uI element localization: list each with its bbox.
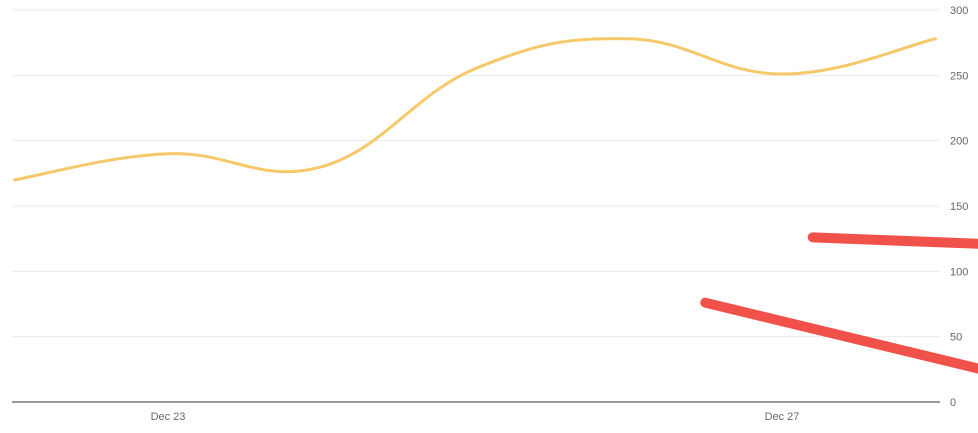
y-tick-label: 150 xyxy=(950,201,968,213)
gridlines xyxy=(12,10,940,337)
series-line-0 xyxy=(15,39,936,180)
x-tick-label: Dec 27 xyxy=(765,411,800,423)
series-line-1 xyxy=(705,303,978,370)
x-axis-ticks: Dec 23 Dec 27 xyxy=(151,411,800,423)
y-tick-label: 100 xyxy=(950,266,968,278)
y-axis-ticks: 300 250 200 150 100 50 0 xyxy=(950,5,968,409)
x-tick-label: Dec 23 xyxy=(151,411,186,423)
y-tick-label: 200 xyxy=(950,136,968,148)
series-lines xyxy=(15,39,978,370)
series-line-2 xyxy=(813,237,978,244)
y-tick-label: 50 xyxy=(950,332,962,344)
y-tick-label: 300 xyxy=(950,5,968,17)
y-tick-label: 250 xyxy=(950,70,968,82)
y-tick-label: 0 xyxy=(950,397,956,409)
